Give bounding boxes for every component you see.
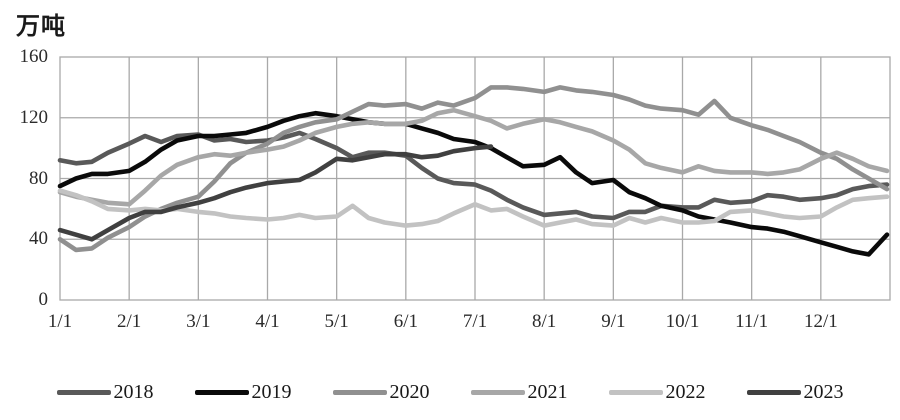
legend-item-2020: 2020 [332, 381, 430, 404]
series-line-2019 [57, 110, 890, 257]
legend-label: 2020 [389, 381, 430, 403]
legend-item-2021: 2021 [470, 381, 568, 404]
legend-swatch-2022 [608, 390, 663, 395]
legend-item-2022: 2022 [608, 381, 706, 404]
plot-border [59, 56, 891, 301]
series-line-2022 [57, 188, 890, 228]
legend-label: 2022 [665, 381, 706, 403]
y-tick-label: 0 [38, 289, 49, 310]
legend-label: 2018 [113, 381, 154, 403]
y-tick-label: 120 [19, 106, 49, 128]
y-axis-unit-label: 万吨 [16, 13, 66, 40]
x-tick-label: 9/1 [601, 311, 626, 332]
x-tick-label: 5/1 [324, 311, 349, 332]
legend-label: 2019 [251, 381, 292, 403]
legend-item-2023: 2023 [746, 381, 844, 404]
x-tick-label: 3/1 [186, 311, 211, 332]
x-tick-label: 10/1 [665, 311, 700, 332]
series-line-2021 [57, 107, 890, 207]
x-tick-label: 2/1 [117, 311, 142, 332]
legend-swatch-2020 [332, 390, 387, 395]
y-tick-label: 80 [29, 167, 48, 189]
legend-label: 2023 [803, 381, 844, 403]
y-tick-label: 40 [29, 228, 48, 250]
x-tick-label: 6/1 [393, 311, 418, 332]
legend-item-2018: 2018 [56, 381, 154, 404]
legend-swatch-2019 [194, 390, 249, 395]
legend: 2018 2019 2020 2021 2022 2023 [0, 381, 900, 404]
series-line-2020 [57, 85, 890, 253]
x-tick-label: 7/1 [462, 311, 488, 332]
x-tick-label: 4/1 [255, 311, 280, 332]
legend-swatch-2018 [56, 390, 111, 395]
legend-item-2019: 2019 [194, 381, 292, 404]
legend-swatch-2021 [470, 390, 525, 395]
legend-swatch-2023 [746, 390, 801, 395]
y-tick-label: 160 [19, 46, 49, 67]
x-tick-label: 8/1 [532, 311, 557, 332]
x-tick-label: 11/1 [735, 311, 769, 332]
series-line-2023 [57, 144, 494, 242]
x-tick-label: 12/1 [803, 311, 838, 332]
x-tick-label: 1/1 [47, 311, 73, 332]
legend-label: 2021 [527, 381, 568, 403]
